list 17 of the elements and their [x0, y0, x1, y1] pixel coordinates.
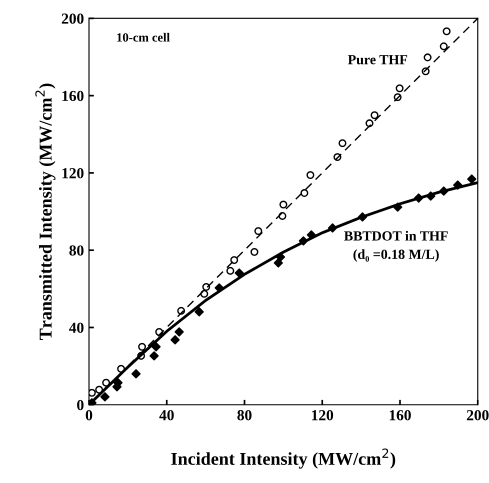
series-label: BBTDOT in THF (d₀ =0.18 M/L) — [344, 230, 448, 262]
x-tick-label: 80 — [237, 410, 252, 420]
series-label: Pure THF — [348, 55, 408, 64]
x-tick-label: 0 — [86, 410, 92, 420]
y-tick-label: 120 — [62, 168, 84, 178]
x-tick-label: 120 — [312, 410, 334, 420]
y-tick-label: 0 — [77, 400, 84, 410]
annotation: 10-cm cell — [117, 32, 170, 42]
x-tick-label: 40 — [159, 410, 174, 420]
x-axis-title: Incident Intensity (MW/cm$^{2}$) — [171, 448, 396, 469]
y-tick-label: 80 — [69, 245, 84, 256]
y-tick-label: 160 — [62, 90, 84, 102]
y-tick-label: 40 — [69, 322, 84, 333]
y-axis-title: Transmitted Intensity (MW/cm$^{2}$) — [35, 84, 56, 340]
y-tick-label: 200 — [62, 13, 84, 24]
x-tick-label: 160 — [390, 410, 411, 420]
x-tick-label: 200 — [466, 410, 489, 420]
